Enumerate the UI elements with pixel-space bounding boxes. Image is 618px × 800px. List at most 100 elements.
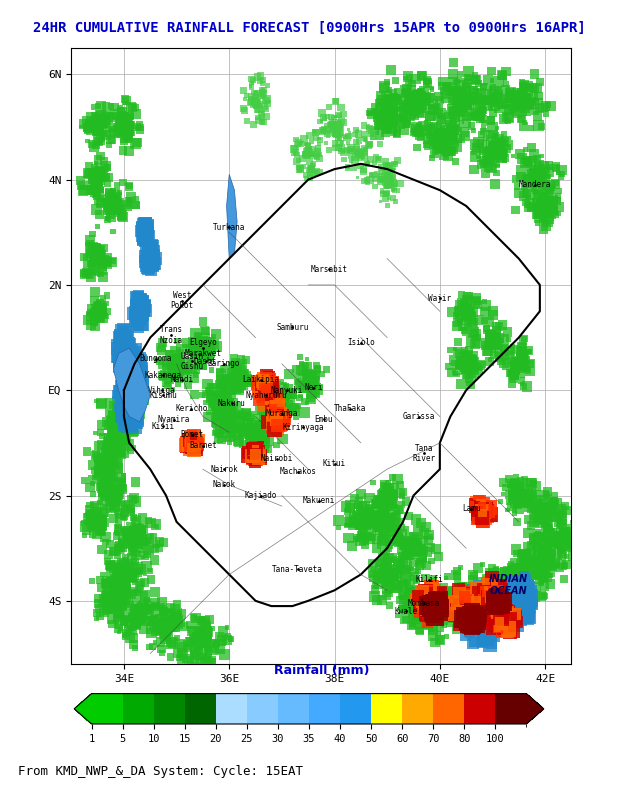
Point [539,502,549,515]
Point [221,390,231,402]
Point [411,587,421,600]
Point [379,178,389,190]
Point [145,253,155,266]
Point [127,416,137,429]
Point [478,125,488,138]
Point [129,386,138,398]
Point [436,127,446,140]
Point [474,77,484,90]
Point [250,419,260,432]
Point [463,602,473,615]
Point [503,626,513,638]
Point [383,174,392,186]
Point [356,517,366,530]
Point [101,462,111,475]
Point [367,567,377,580]
Point [383,174,393,187]
Point [88,308,98,321]
Point [279,403,289,416]
Point [468,637,478,650]
Point [273,410,283,423]
Point [391,74,400,87]
Point [481,131,491,144]
Point [108,489,118,502]
Point [349,515,359,528]
Point [146,254,156,266]
Point [133,382,143,394]
Point [435,586,445,598]
Point [464,587,474,600]
Point [195,343,205,356]
Point [391,510,400,523]
Point [266,404,276,417]
Point [116,401,126,414]
Point [302,145,312,158]
Point [136,543,146,556]
Point [140,255,150,268]
Point [434,90,444,103]
Point [525,156,535,169]
Point [519,578,528,590]
Point [138,300,148,313]
Point [209,338,219,350]
Point [500,350,510,363]
Point [246,92,256,105]
Point [242,420,252,433]
Point [470,612,480,625]
Point [539,197,549,210]
Point [187,436,197,449]
Point [434,118,444,130]
Point [544,545,554,558]
Point [530,173,540,186]
Point [140,228,150,241]
Point [125,403,135,416]
Point [163,619,173,632]
Point [110,490,120,503]
Point [408,611,418,624]
Point [413,97,423,110]
Point [538,223,548,236]
Point [121,355,130,368]
Point [171,350,180,363]
Point [266,382,276,394]
Point [376,522,386,534]
Point [189,430,199,442]
Point [449,592,459,605]
Point [151,599,161,612]
Point [248,436,258,449]
Point [308,369,318,382]
Point [540,552,549,565]
Point [134,298,144,311]
Point [91,173,101,186]
Point [524,500,534,513]
Point [187,358,197,370]
Point [103,204,112,217]
Point [514,356,523,369]
Point [205,339,215,352]
Point [541,559,551,572]
Point [469,93,479,106]
Point [407,543,417,556]
Point [219,417,229,430]
Point [426,598,436,610]
Point [489,586,499,598]
Point [490,150,500,163]
Point [518,571,528,584]
Point [187,437,197,450]
Point [475,505,485,518]
Point [512,606,522,618]
Point [460,92,470,105]
Point [99,507,109,520]
Point [162,631,172,644]
Point [520,154,530,167]
Point [192,630,202,643]
Point [357,517,366,530]
Point [271,412,281,425]
Point [120,362,130,374]
Point [538,558,548,571]
Point [424,599,434,612]
Point [120,418,130,431]
Point [90,308,100,321]
Point [497,69,507,82]
Point [119,341,129,354]
